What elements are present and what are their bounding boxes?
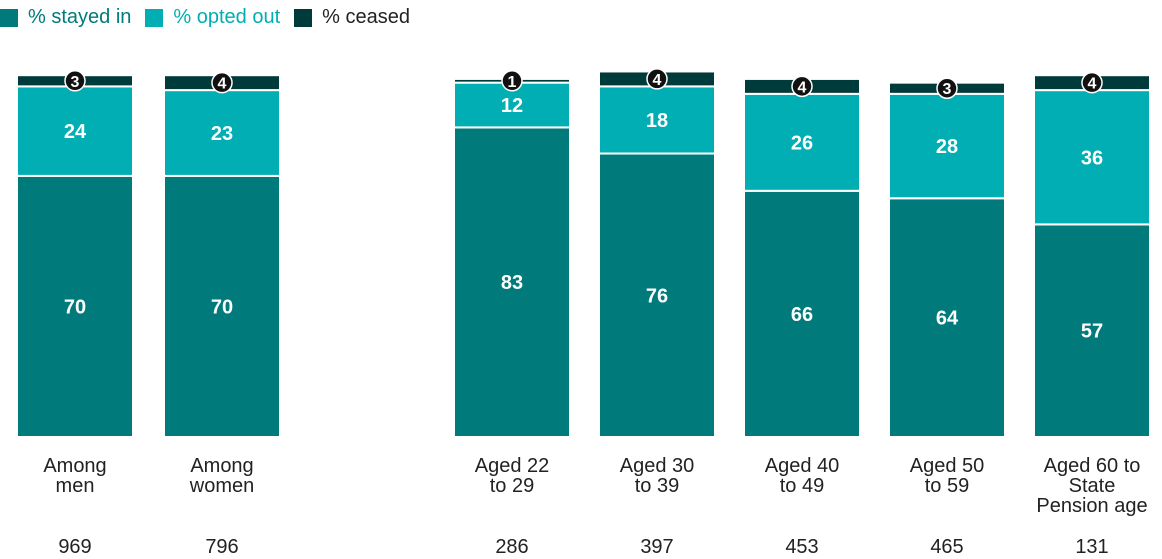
- legend-item-opted: % opted out: [145, 6, 280, 29]
- category-label-aged-60-to-state-pension-age-line-1: Aged 60 to: [1044, 455, 1141, 477]
- legend-item-ceased: % ceased: [294, 6, 410, 29]
- category-label-among-men-line-1: Among: [43, 455, 106, 477]
- category-label-aged-30-to-39-line-2: to 39: [635, 475, 679, 497]
- bar-segment-stayed-aged-22-to-29: [453, 126, 571, 438]
- legend-swatch-stayed: [0, 8, 18, 27]
- category-label-among-men-line-2: men: [56, 475, 95, 497]
- data-label-stayed-aged-30-to-39: 76: [646, 285, 668, 307]
- data-label-opted-among-women: 23: [211, 123, 233, 145]
- category-label-aged-40-to-49-line-1: Aged 40: [765, 455, 840, 477]
- base-size-aged-40-to-49: 453: [785, 536, 818, 558]
- legend-label-opted: % opted out: [173, 6, 281, 28]
- category-label-among-women-line-2: women: [189, 475, 254, 497]
- bar-segment-stayed-aged-50-to-59: [888, 197, 1006, 438]
- data-label-stayed-aged-22-to-29: 83: [501, 272, 523, 294]
- base-size-among-women: 796: [205, 536, 238, 558]
- data-label-ceased-among-women: 4: [218, 76, 227, 93]
- data-label-opted-among-men: 24: [64, 121, 87, 143]
- data-label-stayed-aged-50-to-59: 64: [936, 308, 959, 330]
- base-size-among-men: 969: [58, 536, 91, 558]
- category-label-aged-30-to-39-line-1: Aged 30: [620, 455, 695, 477]
- legend-label-stayed: % stayed in: [28, 6, 132, 28]
- data-label-stayed-aged-40-to-49: 66: [791, 304, 813, 326]
- data-label-badge-ceased-aged-60-to-state-pension-age: [1081, 71, 1103, 94]
- data-label-stayed-among-men: 70: [64, 296, 86, 318]
- category-label-among-women-line-1: Among: [190, 455, 253, 477]
- data-label-badge-ceased-aged-50-to-59: [936, 77, 958, 99]
- data-label-ceased-aged-40-to-49: 4: [798, 79, 807, 96]
- chart-legend: % stayed in % opted out % ceased: [0, 6, 424, 29]
- bar-segment-opted-aged-30-to-39: [598, 85, 716, 155]
- data-label-ceased-aged-60-to-state-pension-age: 4: [1088, 76, 1097, 93]
- category-label-aged-50-to-59-line-2: to 59: [925, 475, 969, 497]
- data-label-opted-aged-30-to-39: 18: [646, 110, 668, 132]
- data-label-ceased-aged-30-to-39: 4: [653, 72, 662, 89]
- legend-item-stayed: % stayed in: [0, 6, 131, 29]
- data-label-badge-ceased-aged-30-to-39: [646, 68, 668, 90]
- category-label-aged-40-to-49-line-2: to 49: [780, 475, 824, 497]
- category-label-aged-22-to-29-line-1: Aged 22: [475, 455, 550, 477]
- base-size-aged-22-to-29: 286: [495, 536, 528, 558]
- category-label-aged-50-to-59-line-1: Aged 50: [910, 455, 985, 477]
- bar-segment-opted-among-men: [16, 85, 134, 177]
- data-label-badge-ceased-aged-40-to-49: [791, 75, 813, 98]
- data-label-ceased-among-men: 3: [71, 74, 80, 91]
- bar-segment-stayed-aged-30-to-39: [598, 152, 716, 439]
- legend-label-ceased: % ceased: [322, 6, 410, 28]
- data-label-stayed-aged-60-to-state-pension-age: 57: [1081, 321, 1103, 343]
- legend-swatch-ceased: [294, 8, 313, 27]
- data-label-badge-ceased-among-women: [211, 71, 233, 94]
- data-label-opted-aged-40-to-49: 26: [791, 132, 813, 154]
- data-label-opted-aged-50-to-59: 28: [936, 136, 958, 158]
- base-size-aged-50-to-59: 465: [930, 536, 963, 558]
- bar-segment-stayed-aged-40-to-49: [743, 189, 861, 438]
- category-label-aged-60-to-state-pension-age-line-2: State: [1069, 475, 1116, 497]
- base-size-aged-30-to-39: 397: [640, 536, 673, 558]
- legend-swatch-opted: [145, 8, 164, 27]
- category-label-aged-22-to-29-line-2: to 29: [490, 475, 534, 497]
- data-label-ceased-aged-22-to-29: 1: [508, 74, 517, 91]
- bar-segment-stayed-aged-60-to-state-pension-age: [1033, 223, 1151, 438]
- bar-segment-opted-aged-40-to-49: [743, 92, 861, 192]
- data-label-stayed-among-women: 70: [211, 296, 233, 318]
- base-size-aged-60-to-state-pension-age: 131: [1075, 536, 1108, 558]
- bar-segment-stayed-among-women: [163, 174, 281, 438]
- data-label-badge-ceased-aged-22-to-29: [501, 70, 523, 92]
- data-label-ceased-aged-50-to-59: 3: [943, 81, 952, 98]
- data-label-opted-aged-22-to-29: 12: [501, 95, 523, 117]
- category-label-aged-60-to-state-pension-age-line-3: Pension age: [1036, 495, 1147, 517]
- data-label-opted-aged-60-to-state-pension-age: 36: [1081, 147, 1103, 169]
- bar-segment-opted-among-women: [163, 89, 281, 177]
- data-label-badge-ceased-among-men: [64, 70, 86, 92]
